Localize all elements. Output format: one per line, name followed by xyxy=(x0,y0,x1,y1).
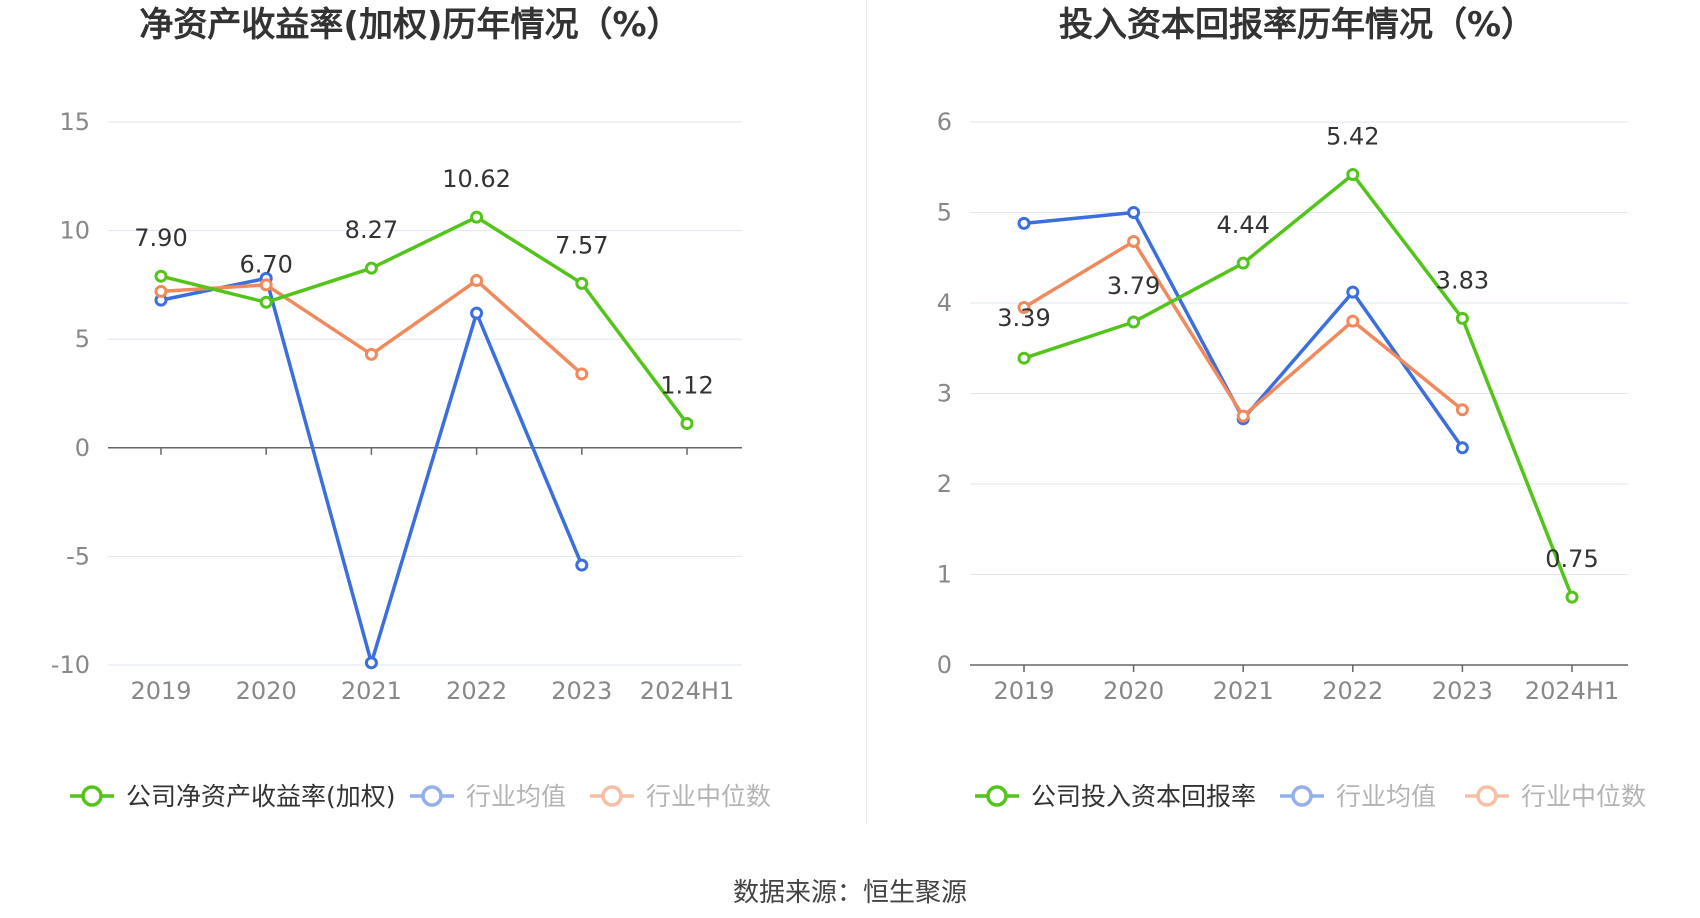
legend-label: 行业中位数 xyxy=(1521,782,1646,811)
data-point xyxy=(259,295,273,309)
data-label: 10.62 xyxy=(442,165,511,193)
data-point xyxy=(1017,216,1031,230)
chart-1: 净资产收益率(加权)历年情况（%） 15 10 5 0 -5 -10 2019 2020 2021… xyxy=(51,5,771,811)
y-tick-label: 1 xyxy=(937,561,952,589)
series-line xyxy=(159,215,689,426)
legend-label: 行业均值 xyxy=(1336,782,1436,811)
data-point xyxy=(1127,206,1141,219)
data-label: 1.12 xyxy=(660,371,713,399)
legend-marker-icon xyxy=(421,785,443,807)
x-tick-label: 2020 xyxy=(1103,677,1164,705)
data-point xyxy=(1127,234,1141,248)
legend-marker-icon xyxy=(986,785,1008,807)
data-point xyxy=(1236,409,1250,423)
chart-2: 投入资本回报率历年情况（%） 6 5 4 3 2 1 0 2019 2020 2021 2022 202… xyxy=(937,5,1646,811)
y-tick-label: 10 xyxy=(59,217,90,245)
legend-marker-icon xyxy=(1291,785,1313,807)
x-tick-label: 2023 xyxy=(1432,677,1493,705)
data-point xyxy=(1565,590,1579,604)
y-tick-label: 2 xyxy=(937,470,952,498)
data-point xyxy=(364,261,378,275)
series-line xyxy=(159,276,584,665)
x-tick-label: 2019 xyxy=(993,677,1054,705)
legend-marker-icon xyxy=(601,785,623,807)
y-tick-label: -10 xyxy=(51,651,90,679)
data-label: 3.39 xyxy=(997,304,1050,332)
chart-title: 净资产收益率(加权)历年情况（%） xyxy=(139,5,680,45)
data-label: 7.57 xyxy=(555,231,608,259)
data-point xyxy=(1127,315,1141,329)
x-tick-label: 2024H1 xyxy=(1525,677,1619,705)
data-label: 6.70 xyxy=(239,250,292,278)
legend-item: 行业中位数 xyxy=(590,782,771,811)
data-point xyxy=(1346,167,1360,181)
x-tick-label: 2022 xyxy=(446,677,507,705)
data-point xyxy=(154,269,168,283)
legend-item: 公司净资产收益率(加权) xyxy=(70,782,396,811)
data-point xyxy=(1346,285,1360,299)
y-tick-label: 0 xyxy=(75,434,90,462)
y-tick-label: 4 xyxy=(937,289,952,317)
data-label: 4.44 xyxy=(1216,211,1269,239)
data-label: 3.83 xyxy=(1436,266,1489,294)
legend-marker-icon xyxy=(1476,785,1498,807)
legend-label: 公司净资产收益率(加权) xyxy=(126,782,396,811)
x-tick-label: 2019 xyxy=(130,677,191,705)
data-point xyxy=(1455,441,1469,455)
data-label: 8.27 xyxy=(345,216,398,244)
legend-item: 行业均值 xyxy=(410,782,566,811)
x-tick-label: 2020 xyxy=(236,677,297,705)
data-point xyxy=(575,558,589,572)
legend-label: 公司投入资本回报率 xyxy=(1031,782,1256,811)
series-line xyxy=(1022,172,1574,599)
data-point xyxy=(470,210,484,224)
data-source-note: 数据来源：恒生聚源 xyxy=(732,878,967,908)
data-label: 3.79 xyxy=(1107,272,1160,300)
y-tick-label: 6 xyxy=(937,108,952,136)
y-tick-label: 0 xyxy=(937,651,952,679)
data-point xyxy=(1455,311,1469,325)
y-tick-label: 15 xyxy=(59,108,90,136)
legend-item: 行业均值 xyxy=(1280,782,1436,811)
data-point xyxy=(575,276,589,290)
data-point xyxy=(575,367,589,381)
y-tick-label: 5 xyxy=(75,325,90,353)
x-tick-label: 2024H1 xyxy=(640,677,734,705)
y-tick-label: -5 xyxy=(66,542,90,570)
x-tick-label: 2022 xyxy=(1322,677,1383,705)
data-label: 0.75 xyxy=(1545,545,1598,573)
legend-item: 公司投入资本回报率 xyxy=(975,782,1256,811)
data-point xyxy=(1017,301,1031,315)
data-point xyxy=(364,656,378,670)
chart-title: 投入资本回报率历年情况（%） xyxy=(1059,5,1535,45)
chart-divider xyxy=(866,0,867,825)
data-point xyxy=(364,347,378,361)
data-point xyxy=(1017,351,1031,365)
data-point xyxy=(470,274,484,288)
y-tick-label: 5 xyxy=(937,199,952,227)
x-tick-label: 2023 xyxy=(551,677,612,705)
legend-label: 行业中位数 xyxy=(646,782,771,811)
data-point xyxy=(470,306,484,320)
x-tick-label: 2021 xyxy=(1213,677,1274,705)
data-point xyxy=(259,278,273,292)
data-point xyxy=(154,284,168,298)
legend-item: 行业中位数 xyxy=(1465,782,1646,811)
data-label: 5.42 xyxy=(1326,122,1379,150)
y-tick-label: 3 xyxy=(937,380,952,408)
legend-marker-icon xyxy=(81,785,103,807)
data-point xyxy=(1236,256,1250,270)
x-tick-label: 2021 xyxy=(341,677,402,705)
data-point xyxy=(680,416,694,430)
legend-label: 行业均值 xyxy=(466,782,566,811)
data-label: 7.90 xyxy=(134,224,187,252)
data-point xyxy=(1346,314,1360,328)
data-point xyxy=(1455,403,1469,417)
